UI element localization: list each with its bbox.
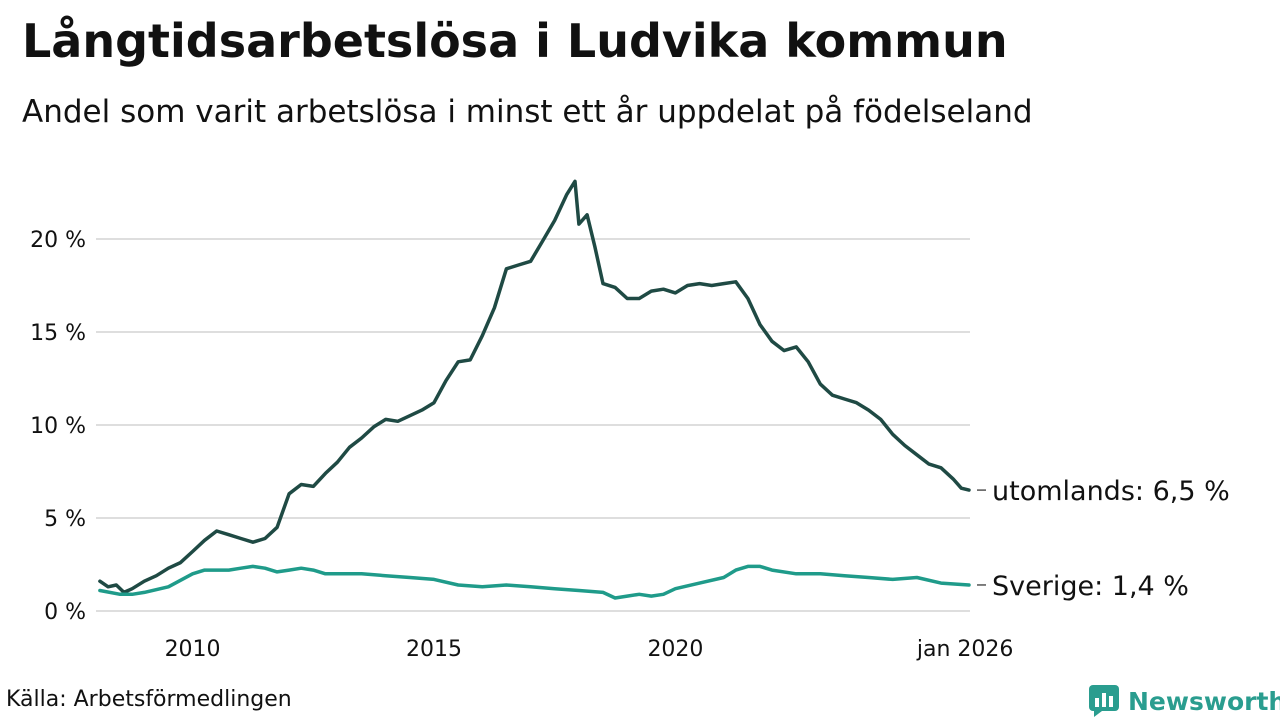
y-axis-ticks: 0 % 5 % 10 % 15 % 20 % <box>30 228 86 625</box>
y-tick-label: 15 % <box>30 321 86 346</box>
series-end-label-Sverige: Sverige: 1,4 % <box>992 571 1189 602</box>
series-lines <box>98 179 971 600</box>
x-tick-label: 2010 <box>165 637 221 662</box>
newsworthy-logo-icon <box>1089 685 1119 717</box>
series-line-utomlands <box>98 179 971 595</box>
y-tick-label: 20 % <box>30 228 86 253</box>
brand-logo: Newsworthy <box>1088 684 1280 718</box>
x-tick-label: 2020 <box>647 637 703 662</box>
series-Sverige <box>98 564 971 600</box>
y-tick-label: 10 % <box>30 414 86 439</box>
y-tick-label: 5 % <box>44 507 86 532</box>
series-end-label-utomlands: utomlands: 6,5 % <box>992 476 1230 507</box>
source-note: Källa: Arbetsförmedlingen <box>6 687 292 712</box>
x-tick-label: 2015 <box>406 637 462 662</box>
gridlines <box>96 238 970 612</box>
series-end-labels: utomlands: 6,5 % Sverige: 1,4 % <box>977 476 1230 602</box>
y-tick-label: 0 % <box>44 600 86 625</box>
chart-title: Långtidsarbetslösa i Ludvika kommun <box>22 14 1008 68</box>
series-utomlands <box>98 179 971 595</box>
chart-subtitle: Andel som varit arbetslösa i minst ett å… <box>22 94 1033 130</box>
x-axis-ticks: 2010 2015 2020 jan 2026 <box>165 637 1014 662</box>
brand-name: Newsworthy <box>1128 686 1280 716</box>
line-chart: 0 %5 %10 %15 %20 % 2010 2015 2020 jan 2026 … <box>30 179 1230 662</box>
x-tick-label: jan 2026 <box>916 637 1014 662</box>
series-line-Sverige <box>98 564 971 600</box>
